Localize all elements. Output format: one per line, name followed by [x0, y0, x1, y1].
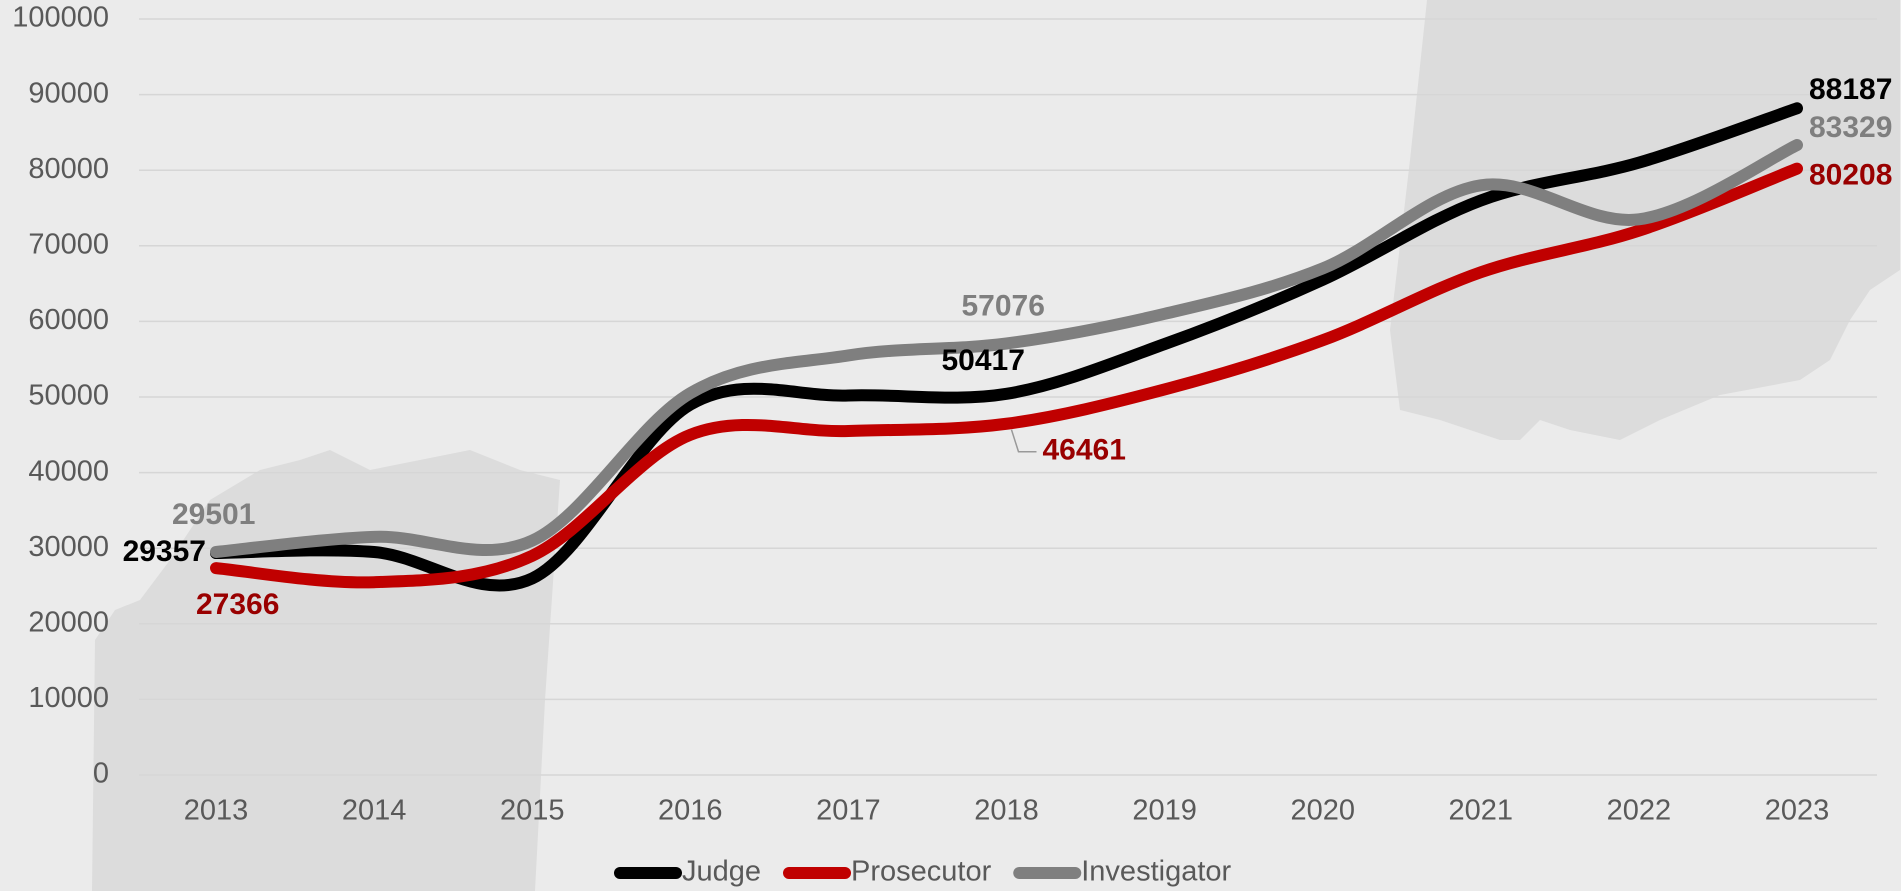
legend-label: Investigator — [1081, 856, 1231, 888]
x-tick-label: 2022 — [1607, 795, 1672, 827]
data-label: 27366 — [196, 588, 279, 621]
line-series — [210, 139, 1803, 558]
legend-label: Judge — [682, 856, 761, 888]
x-tick-label: 2013 — [184, 795, 249, 827]
y-tick-label: 20000 — [28, 606, 109, 638]
y-tick-label: 90000 — [28, 77, 109, 109]
data-label: 46461 — [1043, 434, 1126, 467]
x-tick-label: 2015 — [500, 795, 565, 827]
y-tick-label: 10000 — [28, 682, 109, 714]
data-label: 29501 — [172, 498, 255, 531]
leader-line — [1010, 429, 1037, 453]
data-label: 80208 — [1809, 159, 1892, 192]
x-tick-label: 2016 — [658, 795, 723, 827]
data-label: 83329 — [1809, 111, 1892, 144]
y-tick-label: 80000 — [28, 153, 109, 185]
x-tick-label: 2014 — [342, 795, 407, 827]
y-tick-label: 60000 — [28, 304, 109, 336]
data-label: 50417 — [942, 344, 1025, 377]
x-tick-label: 2018 — [974, 795, 1039, 827]
y-tick-label: 70000 — [28, 228, 109, 260]
y-tick-label: 100000 — [12, 2, 109, 34]
line-series — [210, 162, 1803, 589]
labels: 29357 27366 29501 50417 46461 57076 88187 80208… — [123, 73, 1893, 887]
data-label: 57076 — [962, 289, 1045, 322]
y-tick-label: 30000 — [28, 531, 109, 563]
x-tick-label: 2023 — [1765, 795, 1830, 827]
data-label: 29357 — [123, 535, 206, 568]
x-tick-label: 2020 — [1290, 795, 1355, 827]
x-tick-label: 2019 — [1132, 795, 1197, 827]
data-label: 88187 — [1809, 73, 1892, 106]
x-tick-label: 2021 — [1449, 795, 1514, 827]
lines — [210, 102, 1803, 592]
legend-label: Prosecutor — [851, 856, 992, 888]
y-tick-label: 0 — [93, 758, 109, 790]
y-tick-label: 50000 — [28, 380, 109, 412]
x-tick-label: 2017 — [816, 795, 881, 827]
y-tick-label: 40000 — [28, 455, 109, 487]
